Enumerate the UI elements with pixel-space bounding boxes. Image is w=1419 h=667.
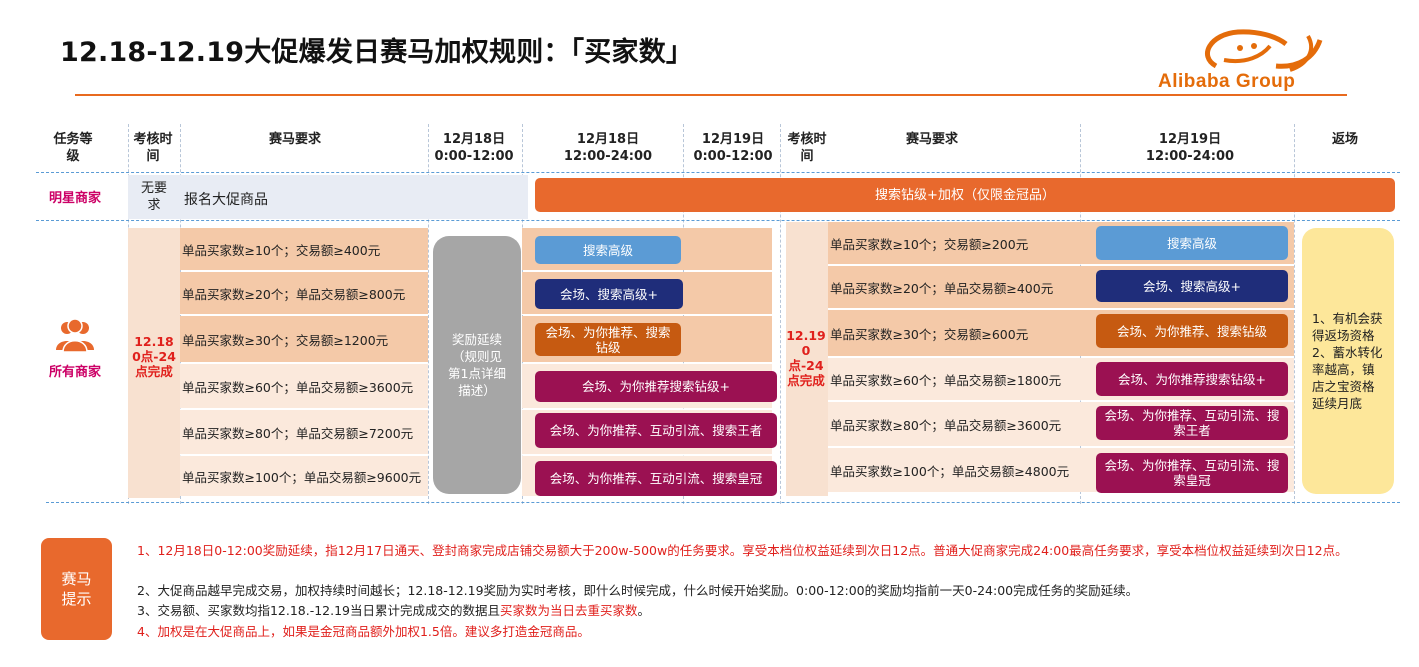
- tips-badge: 赛马提示: [41, 538, 112, 640]
- race-req-row-bg: [180, 364, 428, 408]
- col-sep: [780, 124, 781, 504]
- race-req-row-bg: [828, 310, 1080, 356]
- header-d2-am: 12月19日 0:00-12:00: [693, 132, 773, 164]
- race-req-item: 单品买家数≥100个；单品交易额≥9600元: [182, 469, 422, 485]
- race-req-row-bg: [828, 402, 1080, 446]
- assess-time-2-bg: [786, 222, 828, 496]
- header-assess-time-2: 考核时间: [787, 132, 827, 164]
- alibaba-logo-icon: [1205, 29, 1323, 72]
- note-3-end: 。: [637, 603, 651, 618]
- star-assess-time: 无要求: [140, 181, 167, 213]
- race-req-row-bg: [828, 358, 1080, 400]
- title-divider: [75, 94, 1347, 96]
- merchants-icon: [55, 318, 95, 354]
- header-d1-am: 12月18日 0:00-12:00: [434, 132, 514, 164]
- logo-text: Alibaba Group: [1158, 71, 1296, 92]
- note-1: 1、12月18日0-12:00奖励延续，指12月17日通天、登封商家完成店铺交易…: [137, 543, 1348, 558]
- col-sep: [522, 124, 523, 504]
- reward-delay-block: 奖励延续（规则见第1点详细描述）: [433, 236, 521, 494]
- assess-time-2: 12.19 0点-24点完成: [786, 328, 826, 388]
- star-race-req: 报名大促商品: [184, 192, 268, 208]
- col-sep: [428, 124, 429, 504]
- col-sep: [180, 124, 181, 504]
- alibaba-logo: Alibaba Group: [1158, 26, 1348, 98]
- reward-badge: 会场、为你推荐、互动引流、搜索皇冠: [535, 461, 777, 496]
- reward-badge: 会场、搜索高级+: [1096, 270, 1288, 302]
- race-req-item: 单品买家数≥30个；交易额≥1200元: [182, 332, 389, 348]
- note-2: 2、大促商品越早完成交易，加权持续时间越长；12.18-12.19奖励为实时考核…: [137, 583, 1139, 598]
- page-title: 12.18-12.19大促爆发日赛马加权规则：「买家数」: [60, 37, 694, 68]
- reward-badge: 会场、为你推荐、搜索钻级: [535, 323, 681, 356]
- race-req-item: 单品买家数≥100个；单品交易额≥4800元: [830, 463, 1070, 479]
- race-req-row-bg: [180, 456, 428, 496]
- note-3-highlight: 买家数为当日去重买家数: [500, 603, 638, 618]
- reward-badge: 会场、为你推荐搜索钻级+: [1096, 362, 1288, 396]
- star-bonus-bar: 搜索钻级+加权（仅限金冠品）: [535, 178, 1395, 212]
- note-4: 4、加权是在大促商品上，如果是金冠商品额外加权1.5倍。建议多打造金冠商品。: [137, 624, 590, 639]
- header-task-level: 任务等级: [53, 132, 93, 164]
- race-req-item: 单品买家数≥20个；单品交易额≥400元: [830, 280, 1054, 296]
- star-merchant-label: 明星商家: [48, 191, 101, 206]
- reward-badge: 会场、为你推荐搜索钻级+: [535, 371, 777, 402]
- reward-badge: 会场、为你推荐、互动引流、搜索王者: [1096, 406, 1288, 440]
- race-req-item: 单品买家数≥60个；单品交易额≥1800元: [830, 372, 1062, 388]
- header-d2-pm: 12月19日 12:00-24:00: [1145, 132, 1235, 164]
- race-req-item: 单品买家数≥10个；交易额≥200元: [830, 236, 1029, 252]
- note-3-text: 3、交易额、买家数均指12.18.-12.19当日累计完成成交的数据且: [137, 603, 501, 618]
- reward-badge: 会场、为你推荐、搜索钻级: [1096, 314, 1288, 348]
- col-sep: [683, 124, 684, 504]
- reward-badge: 搜索高级: [535, 236, 681, 264]
- all-merchants-label: 所有商家: [48, 365, 101, 380]
- star-row-bg: [128, 175, 528, 219]
- race-req-row-bg: [180, 410, 428, 454]
- race-req-item: 单品买家数≥80个；单品交易额≥3600元: [830, 417, 1062, 433]
- race-req-item: 单品买家数≥30个；交易额≥600元: [830, 326, 1029, 342]
- race-req-item: 单品买家数≥20个；单品交易额≥800元: [182, 286, 406, 302]
- race-req-row-bg: [828, 222, 1080, 264]
- reward-badge: 搜索高级: [1096, 226, 1288, 260]
- race-req-row-bg: [180, 272, 428, 314]
- header-assess-time: 考核时间: [133, 132, 173, 164]
- reward-badge: 会场、搜索高级+: [535, 279, 683, 309]
- reward-badge: 会场、为你推荐、互动引流、搜索王者: [535, 413, 777, 448]
- assess-time-1: 12.18 0点-24点完成: [132, 334, 176, 379]
- race-req-row-bg: [180, 228, 428, 270]
- race-req-item: 单品买家数≥60个；单品交易额≥3600元: [182, 379, 414, 395]
- reward-badge: 会场、为你推荐、互动引流、搜索皇冠: [1096, 453, 1288, 493]
- assess-time-1-bg: [128, 228, 180, 498]
- header-race-req: 赛马要求: [268, 132, 321, 147]
- row-sep: [36, 220, 1400, 221]
- row-sep: [36, 172, 1400, 173]
- col-sep: [1294, 124, 1295, 504]
- header-race-req-2: 赛马要求: [905, 132, 958, 147]
- race-req-row-bg: [828, 448, 1080, 492]
- note-3: 3、交易额、买家数均指12.18.-12.19当日累计完成成交的数据且买家数为当…: [137, 601, 1367, 621]
- race-req-item: 单品买家数≥80个；单品交易额≥7200元: [182, 425, 414, 441]
- race-req-row-bg: [828, 266, 1080, 308]
- header-d1-pm: 12月18日 12:00-24:00: [563, 132, 653, 164]
- row-sep: [46, 502, 1400, 503]
- race-req-item: 单品买家数≥10个；交易额≥400元: [182, 242, 381, 258]
- return-block: 1、有机会获得返场资格 2、蓄水转化率越高，镇店之宝资格延续月底: [1302, 228, 1394, 494]
- header-return: 返场: [1331, 132, 1358, 147]
- race-req-row-bg: [180, 316, 428, 362]
